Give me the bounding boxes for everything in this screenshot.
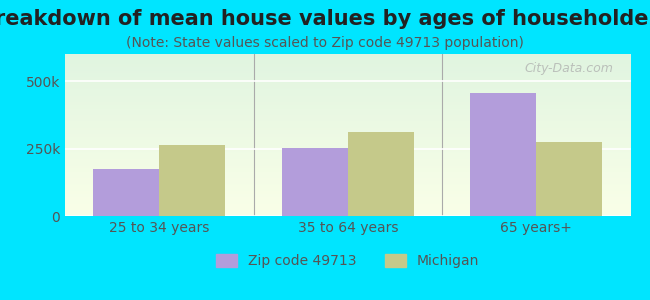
Legend: Zip code 49713, Michigan: Zip code 49713, Michigan xyxy=(211,249,485,274)
Text: (Note: State values scaled to Zip code 49713 population): (Note: State values scaled to Zip code 4… xyxy=(126,36,524,50)
Text: Breakdown of mean house values by ages of householders: Breakdown of mean house values by ages o… xyxy=(0,9,650,29)
Text: City-Data.com: City-Data.com xyxy=(525,62,614,75)
Bar xyxy=(536,142,602,216)
Bar xyxy=(281,148,348,216)
Bar xyxy=(470,93,536,216)
Bar xyxy=(159,145,225,216)
Bar xyxy=(94,169,159,216)
Bar xyxy=(348,132,413,216)
